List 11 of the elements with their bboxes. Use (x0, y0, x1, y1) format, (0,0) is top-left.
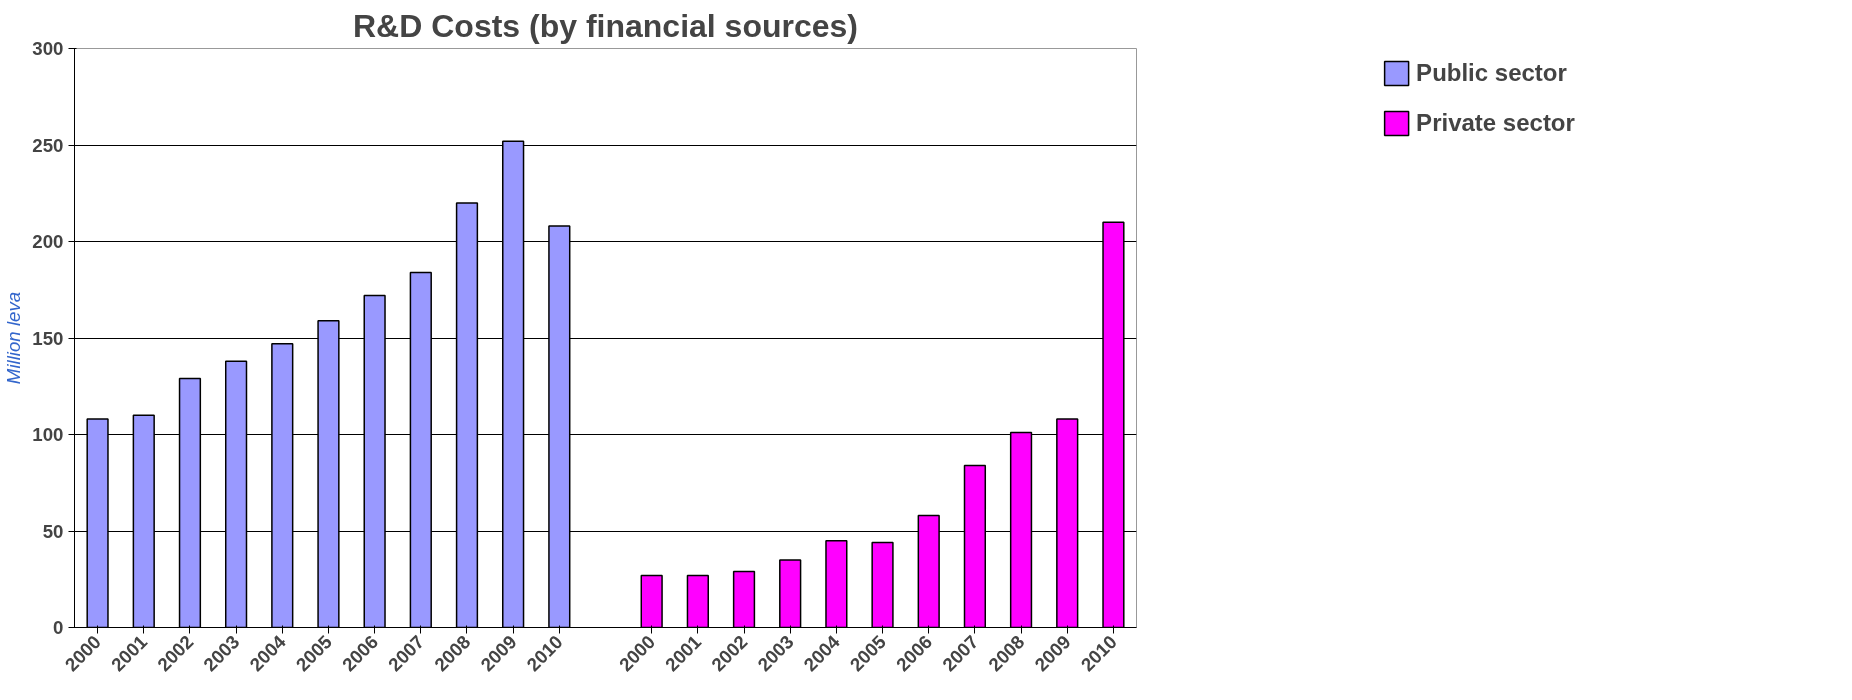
y-tick-label: 200 (32, 231, 64, 252)
chart-title: R&D Costs (by financial sources) (353, 7, 858, 44)
legend-label: Public sector (1416, 59, 1567, 87)
y-tick-label: 100 (32, 424, 64, 445)
y-axis-title: Million leva (3, 291, 25, 385)
y-tick-label: 150 (32, 327, 64, 349)
y-tick-label: 0 (53, 617, 64, 638)
y-tick-label: 250 (32, 134, 64, 156)
y-tick-label: 300 (32, 38, 64, 59)
legend-label: Private sector (1416, 109, 1575, 137)
y-tick-label: 50 (42, 520, 64, 542)
